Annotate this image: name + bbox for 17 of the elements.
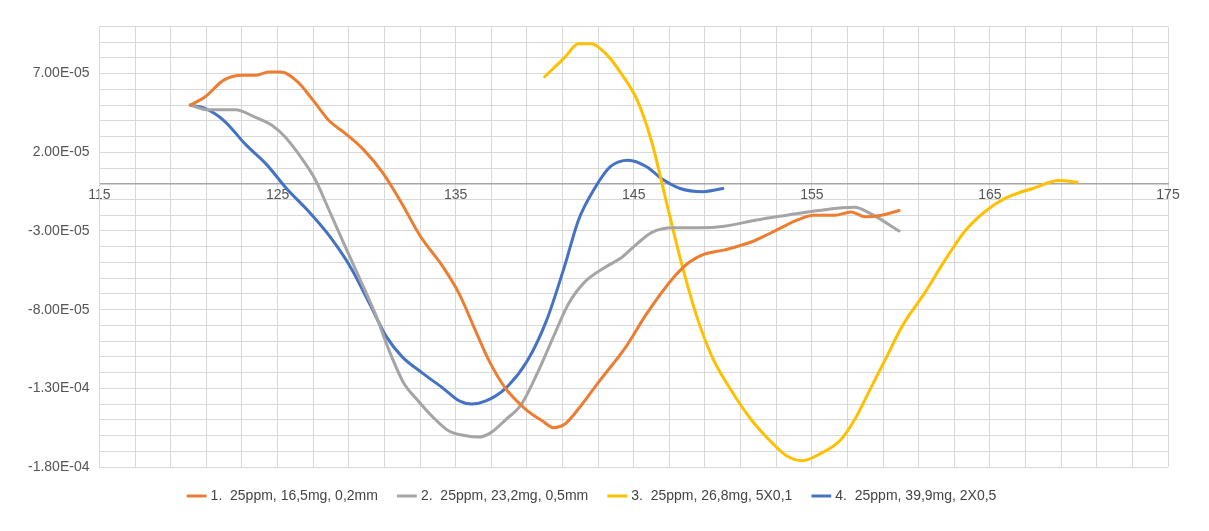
legend-label: 3. 25ppm, 26,8mg, 5X0,1	[631, 486, 793, 503]
x-tick-label: 175	[1156, 186, 1180, 203]
y-tick-label: -3.00E-05	[28, 221, 90, 238]
x-tick-label: 165	[978, 186, 1002, 203]
legend-label: 1. 25ppm, 16,5mg, 0,2mm	[210, 486, 378, 503]
legend-label: 4. 25ppm, 39,9mg, 2X0,5	[835, 486, 997, 503]
x-tick-label: 145	[622, 186, 646, 203]
line-series	[543, 42, 1079, 463]
x-tick-label: 155	[800, 186, 824, 203]
y-tick-label: -8.00E-05	[28, 300, 90, 317]
y-tick-label: 7.00E-05	[32, 64, 90, 81]
y-tick-label: 2.00E-05	[32, 143, 90, 160]
y-tick-label: -1.80E-04	[28, 457, 90, 474]
legend-label: 2. 25ppm, 23,2mg, 0,5mm	[420, 486, 589, 503]
y-tick-label: -1.30E-04	[28, 379, 90, 396]
x-tick-label: 125	[265, 186, 290, 203]
x-tick-label: 135	[443, 186, 468, 203]
